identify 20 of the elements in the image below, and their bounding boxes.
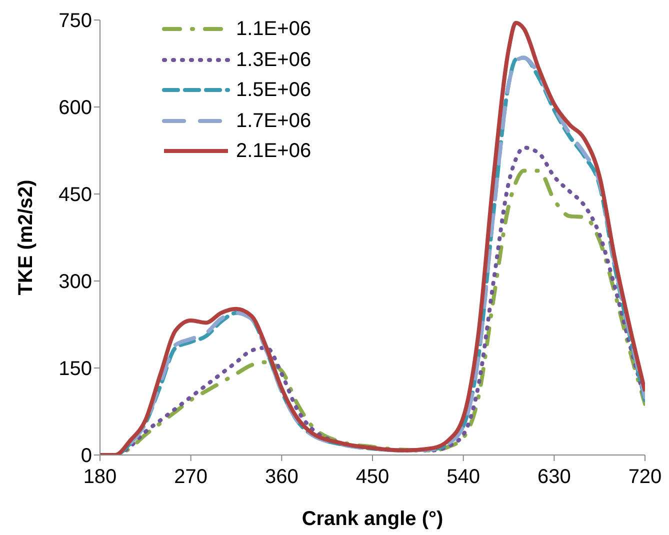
y-tick-label: 150 (58, 358, 92, 380)
y-tick-label: 300 (58, 271, 92, 294)
y-tick-label: 450 (58, 184, 92, 206)
legend-label: 1.7E+06 (236, 108, 312, 134)
legend-label: 2.1E+06 (236, 139, 312, 164)
x-tick-label: 270 (174, 466, 208, 488)
x-tick-label: 720 (628, 466, 662, 488)
x-tick-label: 180 (83, 466, 117, 488)
x-tick-label: 360 (264, 466, 298, 488)
y-tick-label: 0 (80, 445, 92, 468)
x-tick-label: 540 (446, 466, 480, 488)
legend-label: 1.1E+06 (236, 17, 312, 42)
x-axis-title: Crank angle (°) (302, 508, 444, 530)
y-tick-label: 600 (58, 97, 92, 120)
legend-label: 1.5E+06 (236, 78, 312, 103)
x-tick-label: 630 (537, 466, 571, 488)
y-tick-label: 750 (58, 10, 92, 32)
y-axis-title: TKE (m2/s2) (15, 180, 38, 296)
legend-label: 1.3E+06 (236, 48, 312, 72)
x-tick-label: 450 (356, 466, 390, 488)
